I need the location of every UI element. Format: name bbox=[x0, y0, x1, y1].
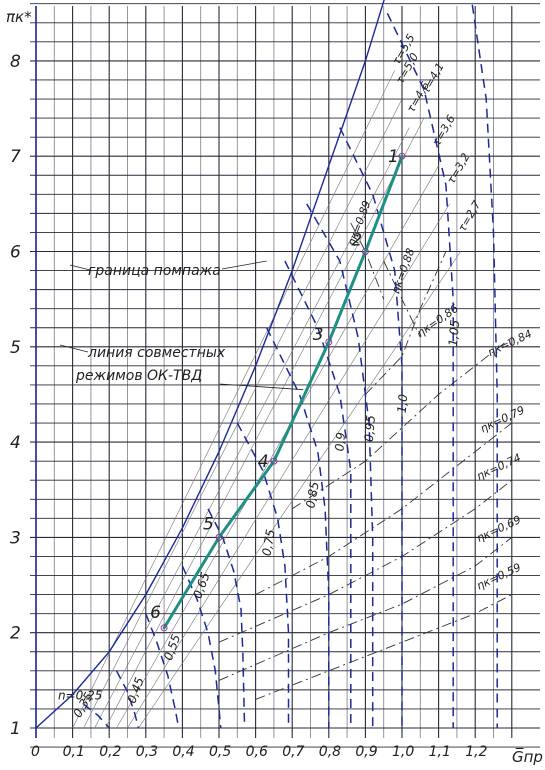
x-tick-label: 1,0 bbox=[392, 744, 414, 760]
operating-point-marker bbox=[325, 338, 333, 346]
y-tick-label: 8 bbox=[10, 52, 21, 72]
efficiency-line bbox=[255, 594, 513, 700]
speed-line bbox=[306, 203, 374, 728]
tau-line bbox=[105, 117, 425, 729]
operating-point-marker bbox=[160, 624, 168, 632]
x-tick-label: 0 bbox=[31, 744, 40, 760]
surge-boundary-label: граница помпажа bbox=[88, 263, 221, 279]
y-tick-label: 1 bbox=[10, 719, 21, 739]
speed-line bbox=[236, 422, 290, 728]
surge-line bbox=[35, 0, 385, 729]
chart-labels: граница помпажа линия совместных режимов О… bbox=[59, 260, 304, 391]
speed-line bbox=[83, 703, 110, 729]
speed-line-label: 1,05 bbox=[446, 319, 462, 347]
operating-point-label: 4 bbox=[258, 452, 269, 472]
axes: πк* G̅пр 0 0,1 0,2 0,3 0,4 0,5 0,6 0,7 0,8 0,9 1,0… bbox=[6, 8, 543, 766]
y-tick-label: 2 bbox=[10, 624, 21, 644]
operating-line-group: 1 2 3 4 5 6 bbox=[150, 147, 406, 632]
x-tick-label: 0,1 bbox=[63, 744, 85, 760]
efficiency-line bbox=[291, 336, 513, 510]
x-tick-label: 0,2 bbox=[99, 744, 121, 760]
operating-point-label: 3 bbox=[313, 325, 324, 345]
operating-line-label: линия совместных bbox=[87, 345, 226, 361]
speed-line-label: 0,9 bbox=[332, 432, 348, 452]
speed-line-label: 0,85 bbox=[303, 481, 321, 510]
x-tick-label: 0,6 bbox=[246, 744, 268, 760]
tau-line bbox=[94, 127, 410, 729]
x-tick-label: 1,1 bbox=[429, 744, 451, 760]
tau-line bbox=[138, 251, 461, 729]
surge-label-leader bbox=[69, 264, 91, 271]
operating-label-leader bbox=[219, 383, 304, 391]
grid-lines bbox=[30, 3, 540, 748]
y-tick-label: 3 bbox=[10, 528, 21, 548]
surge-label-leader bbox=[221, 260, 267, 270]
speed-line bbox=[145, 613, 180, 729]
operating-label-leader bbox=[59, 344, 89, 353]
y-tick-label: 7 bbox=[10, 147, 21, 167]
tau-line bbox=[83, 98, 403, 729]
tau-line bbox=[72, 70, 395, 729]
surge-boundary bbox=[35, 0, 385, 729]
x-tick-label: 0,8 bbox=[319, 744, 341, 760]
speed-line-label: 0,95 bbox=[362, 415, 378, 443]
efficiency-line bbox=[365, 251, 447, 395]
x-tick-label: 0,7 bbox=[282, 744, 304, 760]
x-tick-label: 0,4 bbox=[172, 744, 194, 760]
operating-point-label: 6 bbox=[150, 603, 161, 623]
x-axis-title: G̅пр bbox=[512, 747, 543, 766]
speed-line bbox=[181, 565, 222, 729]
efficiency-line bbox=[350, 222, 385, 300]
speed-line bbox=[115, 670, 140, 729]
speed-line bbox=[339, 127, 403, 728]
operating-point-marker bbox=[215, 533, 223, 541]
tau-line bbox=[116, 165, 439, 729]
speed-line bbox=[284, 260, 352, 728]
x-tick-label: 0,5 bbox=[209, 744, 231, 760]
tau-line bbox=[127, 203, 450, 729]
speed-line bbox=[265, 327, 330, 728]
speed-line-label: 1,0 bbox=[395, 393, 411, 414]
y-tick-label: 5 bbox=[10, 338, 21, 358]
operating-line-label: режимов ОК-ТВД bbox=[75, 368, 202, 384]
operating-point-marker bbox=[398, 152, 406, 160]
operating-point-marker bbox=[361, 248, 369, 255]
y-axis-title: πк* bbox=[6, 8, 32, 26]
efficiency-line bbox=[383, 260, 421, 338]
speed-line-label: 0,75 bbox=[259, 528, 277, 557]
operating-point-label: 1 bbox=[388, 147, 399, 167]
operating-point-label: 5 bbox=[203, 514, 214, 534]
x-tick-label: 0,9 bbox=[355, 744, 377, 760]
speed-line bbox=[386, 12, 454, 728]
operating-point-marker bbox=[270, 457, 278, 465]
x-tick-label: 1,2 bbox=[465, 744, 487, 760]
y-tick-label: 6 bbox=[10, 243, 21, 263]
operating-line bbox=[162, 154, 404, 630]
speed-line-label: n=0,25 bbox=[58, 688, 102, 702]
y-tick-label: 4 bbox=[10, 433, 21, 453]
x-tick-label: 0,3 bbox=[136, 744, 158, 760]
speed-line bbox=[470, 0, 498, 728]
operating-point-label: 2 bbox=[351, 231, 362, 251]
